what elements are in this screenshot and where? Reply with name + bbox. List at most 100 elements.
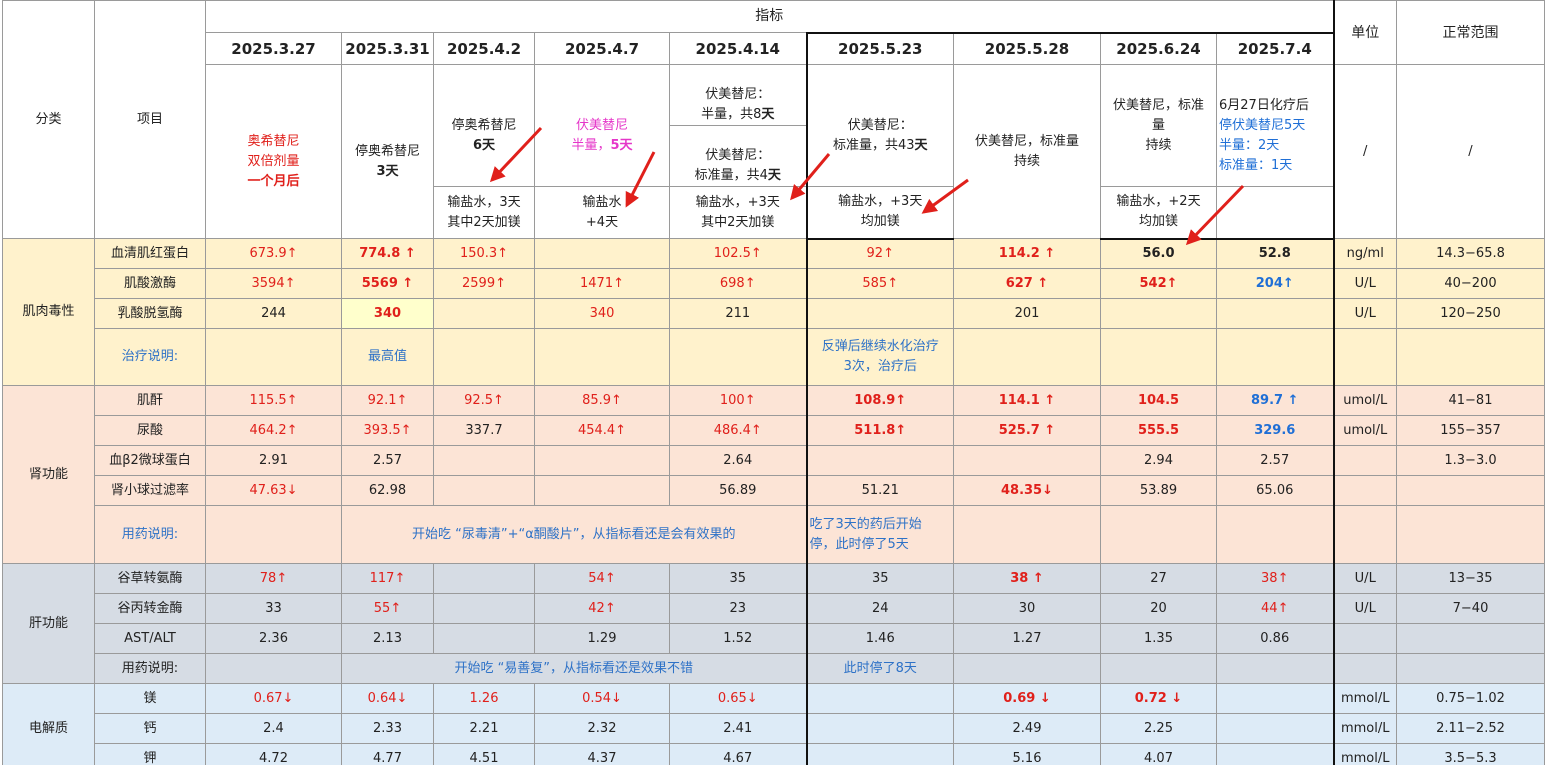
cell-value: 4.77 [341, 743, 434, 765]
note-cell [1216, 328, 1335, 386]
cell-value: 337.7 [433, 415, 535, 446]
cell-range: 0.75−1.02 [1396, 683, 1545, 714]
cell-value: 2.91 [205, 445, 342, 476]
date-col-2: 2025.3.31 [341, 32, 434, 65]
cell-value: 150.3↑ [433, 238, 535, 269]
cell-value: 2.41 [669, 713, 807, 744]
cell-value: 56.89 [669, 475, 807, 506]
cell-value: 92.1↑ [341, 385, 434, 416]
cell-value: 627 ↑ [953, 268, 1101, 299]
cell-value: 2.94 [1100, 445, 1217, 476]
note-cell [205, 653, 342, 684]
section-kidney: 肾功能 [2, 385, 95, 564]
item-alt: 谷丙转金酶 [94, 593, 206, 624]
cell-value: 23 [669, 593, 807, 624]
cell-value [534, 445, 670, 476]
cell-value: 52.8 [1216, 238, 1335, 269]
cell-unit [1332, 445, 1397, 476]
item-gfr: 肾小球过滤率 [94, 475, 206, 506]
cell-value [433, 593, 535, 624]
cell-value [433, 563, 535, 594]
cell-value: 0.86 [1216, 623, 1335, 654]
cell-value: 62.98 [341, 475, 434, 506]
cell-value: 340 [534, 298, 670, 329]
date-col-3: 2025.4.2 [433, 32, 535, 65]
cell-value: 54↑ [534, 563, 670, 594]
cell-value: 0.67↓ [205, 683, 342, 714]
cell-value: 698↑ [669, 268, 807, 299]
cell-value: 104.5 [1100, 385, 1217, 416]
cell-value: 2.4 [205, 713, 342, 744]
med-d3: 停奥希替尼 6天 [433, 64, 535, 187]
cell-value: 117↑ [341, 563, 434, 594]
date-col-4: 2025.4.7 [534, 32, 670, 65]
cell-value: 5.16 [953, 743, 1101, 765]
note-cell [953, 653, 1101, 684]
note-cell [1100, 328, 1217, 386]
cell-range: 155−357 [1396, 415, 1545, 446]
cell-value: 38 ↑ [953, 563, 1101, 594]
cell-value: 2.36 [205, 623, 342, 654]
liver-note-label: 用药说明: [94, 653, 206, 684]
cell-value [805, 683, 954, 714]
range-slash: / [1396, 64, 1545, 239]
cell-value: 114.1 ↑ [953, 385, 1101, 416]
item-header: 项目 [94, 0, 206, 239]
cell-unit: mmol/L [1332, 743, 1397, 765]
date-col-8: 2025.6.24 [1100, 31, 1217, 65]
cell-value: 0.54↓ [534, 683, 670, 714]
cell-value: 4.37 [534, 743, 670, 765]
cell-value [1216, 683, 1335, 714]
item-ca: 钙 [94, 713, 206, 744]
liver-note-main: 开始吃 “易善复”，从指标看还是效果不错 [341, 653, 807, 684]
cell-value: 100↑ [669, 385, 807, 416]
note-cell [1100, 653, 1217, 684]
liver-note-d6: 此时停了8天 [805, 653, 954, 684]
cell-unit: mmol/L [1332, 683, 1397, 714]
date-col-9: 2025.7.4 [1216, 31, 1335, 65]
cell-value [1216, 743, 1335, 765]
note-cell [1396, 653, 1545, 684]
cell-value: 2.64 [669, 445, 807, 476]
cell-value: 38↑ [1216, 563, 1335, 594]
med-d9: 6月27日化疗后 停伏美替尼5天 半量：2天 标准量：1天 [1216, 64, 1335, 187]
cell-value: 44↑ [1216, 593, 1335, 624]
cell-value [433, 445, 535, 476]
cell-value [433, 475, 535, 506]
cell-value: 30 [953, 593, 1101, 624]
note-cell [1332, 505, 1397, 564]
cell-value: 78↑ [205, 563, 342, 594]
item-creatinine: 肌酐 [94, 385, 206, 416]
cell-value: 1.35 [1100, 623, 1217, 654]
cell-value: 211 [669, 298, 807, 329]
cell-range: 3.5−5.3 [1396, 743, 1545, 765]
cell-unit [1332, 475, 1397, 506]
muscle-note-label: 治疗说明: [94, 328, 206, 386]
note-cell [205, 328, 342, 386]
cell-value: 525.7 ↑ [953, 415, 1101, 446]
cell-range: 13−35 [1396, 563, 1545, 594]
cell-unit: U/L [1332, 563, 1397, 594]
cell-range: 2.11−2.52 [1396, 713, 1545, 744]
cell-value: 56.0 [1100, 238, 1217, 269]
cell-value: 673.9↑ [205, 238, 342, 269]
item-k: 钾 [94, 743, 206, 765]
cell-value [1216, 298, 1335, 329]
cell-value: 0.72 ↓ [1100, 683, 1217, 714]
cell-range: 1.3−3.0 [1396, 445, 1545, 476]
cell-value: 2.21 [433, 713, 535, 744]
cell-value: 0.65↓ [669, 683, 807, 714]
note-cell [669, 328, 807, 386]
cell-value: 5569 ↑ [341, 268, 434, 299]
item-b2mg: 血β2微球蛋白 [94, 445, 206, 476]
cell-value: 35 [669, 563, 807, 594]
date-col-7: 2025.5.28 [953, 31, 1101, 65]
cell-value: 2.13 [341, 623, 434, 654]
cell-value: 1.26 [433, 683, 535, 714]
cell-range: 40−200 [1396, 268, 1545, 299]
cell-range: 41−81 [1396, 385, 1545, 416]
cell-value: 108.9↑ [805, 385, 954, 416]
cell-range: 14.3−65.8 [1396, 238, 1545, 269]
cell-value: 85.9↑ [534, 385, 670, 416]
